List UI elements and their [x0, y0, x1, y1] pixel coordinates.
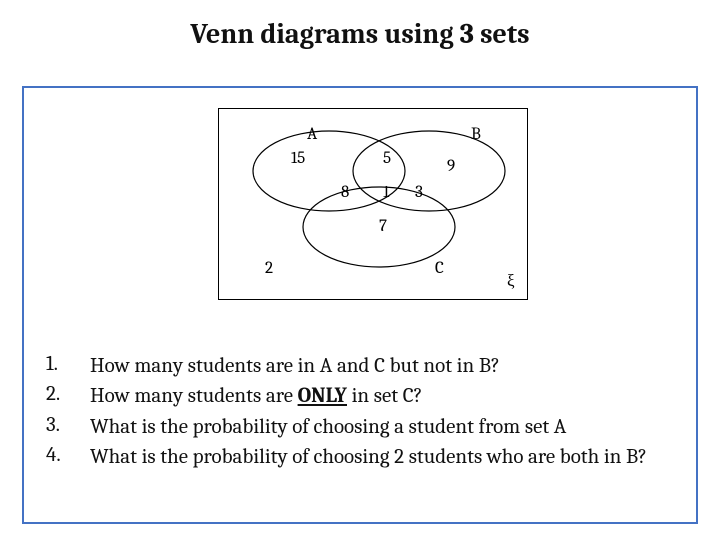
region-abc: 1 — [383, 183, 389, 202]
question-number: 2. — [46, 382, 90, 406]
question-3: 3.What is the probability of choosing a … — [46, 413, 666, 441]
question-text: How many students are in A and C but not… — [90, 352, 666, 380]
question-text: What is the probability of choosing 2 st… — [90, 443, 666, 471]
question-number: 4. — [46, 443, 90, 467]
region-bc: 3 — [415, 183, 423, 202]
region-ab: 5 — [383, 149, 391, 168]
set-c-label: C — [435, 259, 444, 278]
venn-container: A B C ξ 15 5 9 8 1 3 7 2 — [218, 108, 528, 300]
universe-label: ξ — [507, 271, 515, 291]
page-title: Venn diagrams using 3 sets — [0, 18, 720, 50]
question-text: What is the probability of choosing a st… — [90, 413, 666, 441]
region-outside: 2 — [265, 259, 273, 278]
set-a-label: A — [307, 125, 317, 144]
region-ac: 8 — [341, 183, 349, 202]
region-c-only: 7 — [379, 217, 387, 236]
set-b-ellipse — [353, 131, 505, 211]
region-a-only: 15 — [291, 149, 305, 168]
question-2: 2.How many students are ONLY in set C? — [46, 382, 666, 410]
question-text: How many students are ONLY in set C? — [90, 382, 666, 410]
set-b-label: B — [471, 125, 481, 144]
question-4: 4.What is the probability of choosing 2 … — [46, 443, 666, 471]
region-b-only: 9 — [447, 157, 455, 176]
question-number: 1. — [46, 352, 90, 376]
question-1: 1.How many students are in A and C but n… — [46, 352, 666, 380]
question-number: 3. — [46, 413, 90, 437]
slide: Venn diagrams using 3 sets A B C ξ 15 5 … — [0, 0, 720, 540]
question-list: 1.How many students are in A and C but n… — [46, 352, 666, 473]
